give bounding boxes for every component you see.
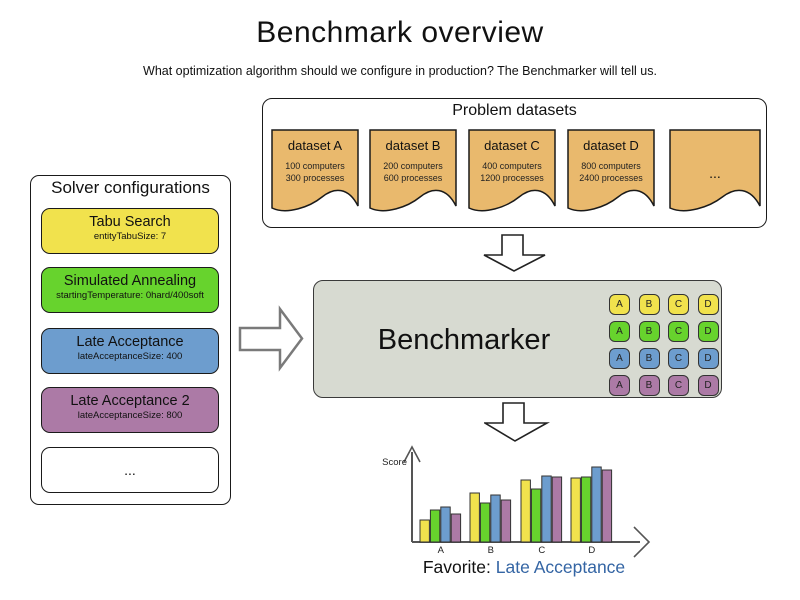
benchmark-cell: B	[638, 321, 660, 342]
dataset-card: dataset C 400 computers 1200 processes	[468, 129, 556, 217]
dataset-computers: 400 computers	[482, 161, 542, 171]
solver-name: Late Acceptance 2	[70, 393, 190, 409]
solver-name: Simulated Annealing	[63, 273, 197, 289]
solver-configurations-panel: Solver configurations Tabu Search entityT…	[30, 175, 231, 505]
dataset-computers: 100 computers	[285, 161, 345, 171]
bar-B	[490, 494, 501, 543]
bar-A	[450, 513, 462, 543]
benchmark-cell: B	[638, 294, 660, 315]
dataset-card: dataset A 100 computers 300 processes	[271, 129, 359, 217]
page-title: Benchmark overview	[256, 16, 544, 49]
dataset-name: dataset D	[583, 138, 639, 153]
dataset-name: dataset C	[484, 138, 540, 153]
solver-config: lateAcceptanceSize: 800	[77, 410, 183, 421]
dataset-processes: 300 processes	[285, 173, 345, 183]
bar-B	[479, 502, 491, 543]
bar-C	[541, 475, 552, 543]
favorite-result: Favorite: Late Acceptance	[378, 557, 670, 578]
arrow-right-icon	[238, 305, 304, 372]
chart-category-label: A	[438, 545, 445, 556]
benchmark-cell: C	[668, 321, 689, 342]
dataset-computers: 200 computers	[383, 161, 443, 171]
solver-config: startingTemperature: 0hard/400soft	[56, 290, 204, 301]
favorite-label: Favorite:	[422, 557, 491, 577]
dataset-name: dataset B	[385, 138, 441, 153]
dataset-computers: 800 computers	[581, 161, 641, 171]
document-shape-icon	[468, 129, 556, 212]
document-shape-icon	[271, 129, 359, 212]
bar-D	[601, 469, 613, 543]
dataset-name: dataset A	[287, 138, 343, 153]
benchmark-cell: B	[638, 375, 660, 396]
dataset-processes: 2400 processes	[579, 173, 643, 183]
document-shape-icon	[669, 129, 761, 212]
benchmark-cell: A	[609, 348, 630, 369]
problem-datasets-title: Problem datasets	[452, 102, 577, 119]
dataset-card: dataset B 200 computers 600 processes	[369, 129, 457, 217]
bar-C	[530, 488, 542, 543]
arrow-down-icon	[483, 234, 546, 272]
solver-configurations-title: Solver configurations	[51, 178, 210, 197]
favorite-value: Late Acceptance	[495, 557, 626, 577]
chart-category-label: D	[588, 545, 595, 556]
bar-B	[500, 499, 512, 543]
arrow-down-icon	[484, 402, 550, 442]
document-shape-icon	[369, 129, 457, 212]
dataset-ellipsis: ...	[709, 165, 721, 181]
solver-card: ...	[41, 447, 219, 493]
bar-C	[520, 479, 531, 543]
solver-config: entityTabuSize: 7	[93, 231, 167, 242]
benchmark-cell: D	[697, 294, 719, 315]
benchmark-cell: B	[638, 348, 660, 369]
solver-card: Late Acceptance lateAcceptanceSize: 400	[41, 328, 219, 374]
benchmark-cell: A	[609, 375, 630, 396]
chart-category-label: B	[488, 545, 494, 556]
document-shape-icon	[567, 129, 655, 212]
solver-name: Tabu Search	[89, 214, 171, 230]
bar-D	[591, 466, 602, 543]
solver-config: lateAcceptanceSize: 400	[77, 351, 183, 362]
bar-B	[469, 492, 480, 543]
chart-category-label: C	[538, 545, 545, 556]
benchmark-cell: D	[697, 321, 719, 342]
solver-card: Late Acceptance 2 lateAcceptanceSize: 800	[41, 387, 219, 433]
bar-A	[429, 509, 441, 543]
benchmark-cell: C	[668, 375, 689, 396]
solver-card: Simulated Annealing startingTemperature: …	[41, 267, 219, 313]
benchmark-cell: C	[668, 294, 689, 315]
bar-C	[551, 476, 563, 543]
problem-datasets-panel: Problem datasets dataset A 100 computers 3…	[262, 98, 767, 228]
benchmark-cell: D	[697, 348, 719, 369]
bar-D	[580, 476, 592, 543]
score-bar-chart: Score A B C D	[382, 445, 651, 558]
benchmark-cell: C	[668, 348, 689, 369]
benchmark-cell: A	[609, 321, 630, 342]
chart-ylabel: Score	[382, 457, 407, 468]
benchmark-cell: D	[697, 375, 719, 396]
dataset-card: dataset D 800 computers 2400 processes	[567, 129, 655, 217]
dataset-card: ...	[669, 129, 761, 217]
bar-D	[570, 477, 581, 543]
benchmark-cell: A	[609, 294, 630, 315]
page-subtitle: What optimization algorithm should we co…	[143, 64, 657, 78]
bar-A	[440, 506, 451, 543]
bar-A	[419, 519, 430, 543]
benchmarker-label: Benchmarker	[377, 323, 551, 356]
dataset-processes: 600 processes	[383, 173, 443, 183]
solver-name: Late Acceptance	[76, 334, 184, 350]
solver-card: Tabu Search entityTabuSize: 7	[41, 208, 219, 254]
dataset-processes: 1200 processes	[480, 173, 544, 183]
